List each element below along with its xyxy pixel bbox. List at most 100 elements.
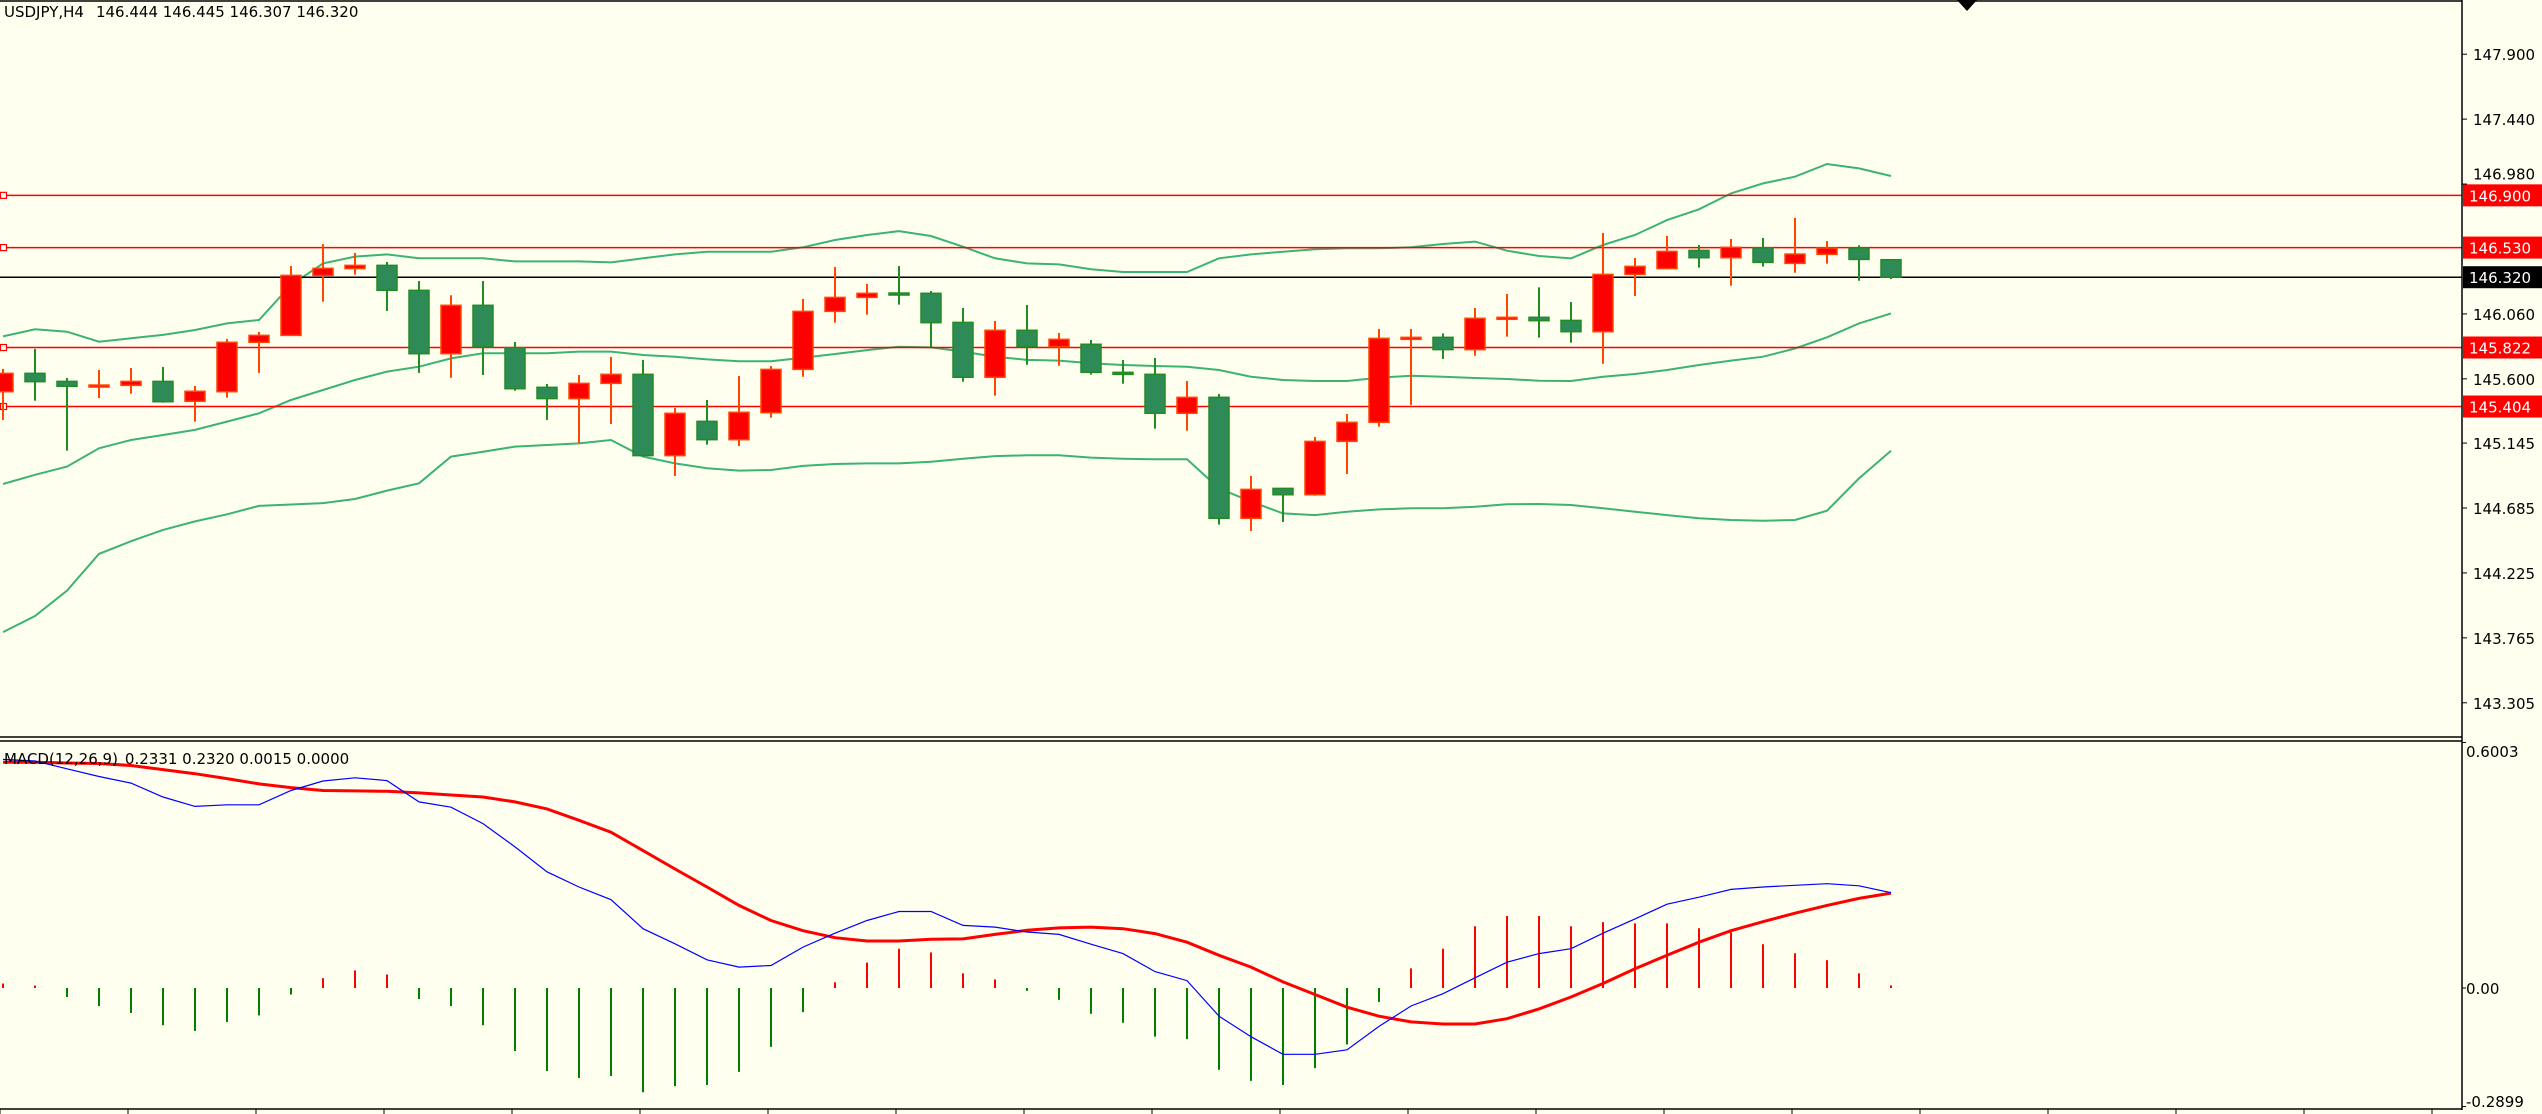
candle[interactable] [1176,380,1198,431]
price-tick-label: 146.980 [2473,165,2535,183]
candle[interactable] [152,366,174,403]
candle[interactable] [472,281,494,376]
candle[interactable] [728,376,750,447]
price-tick-label: 147.900 [2473,46,2535,64]
candle[interactable] [1080,340,1102,375]
candle[interactable] [408,281,430,373]
candle-body [856,292,878,299]
level-anchor-handle[interactable] [0,243,8,252]
candle[interactable] [632,359,654,457]
candle[interactable] [920,291,942,347]
candle[interactable] [952,307,974,382]
candle[interactable] [1848,245,1870,281]
candle-body [1304,440,1326,496]
candle[interactable] [1496,294,1518,337]
candle-body [1752,246,1774,264]
level-price-tag [2463,336,2542,359]
chart-shift-marker-icon[interactable] [1957,0,1977,11]
candle[interactable] [88,369,110,399]
candle[interactable] [1784,217,1806,273]
candle-body [408,289,430,355]
candle[interactable] [1112,359,1134,384]
level-price-label: 146.530 [2469,240,2531,258]
candle[interactable] [1560,302,1582,343]
macd-signal-line [3,760,1892,1026]
candle[interactable] [1368,329,1390,427]
bollinger-lower-band [2,438,1892,633]
price-pane[interactable] [0,162,2462,633]
candle[interactable] [984,320,1006,396]
candle-body [1240,488,1262,520]
candle[interactable] [0,368,14,420]
symbol-timeframe: USDJPY,H4 [4,3,84,21]
candle[interactable] [536,383,558,420]
candle[interactable] [856,283,878,315]
candle-body [216,341,238,393]
candle[interactable] [1336,413,1358,474]
candle[interactable] [56,377,78,451]
candle-body [760,368,782,414]
macd-main-line [2,758,1892,1055]
candle[interactable] [1304,436,1326,496]
candle[interactable] [1432,333,1454,359]
candle[interactable] [1720,238,1742,286]
candle[interactable] [1144,357,1166,429]
candle-body [1016,329,1038,348]
candle[interactable] [1272,487,1294,522]
level-anchor-handle[interactable] [0,191,8,199]
candle[interactable] [248,331,270,373]
candle[interactable] [792,298,814,377]
candle-body [1464,317,1486,351]
candle[interactable] [24,348,46,401]
candle-body [792,310,814,371]
candle[interactable] [280,266,302,337]
candle[interactable] [312,244,334,302]
candle-body [56,380,78,388]
candle[interactable] [1688,245,1710,268]
candle[interactable] [664,408,686,476]
candle[interactable] [1880,258,1902,280]
candle[interactable] [504,342,526,391]
candle[interactable] [1400,329,1422,405]
candle[interactable] [1048,332,1070,366]
candle[interactable] [1656,236,1678,270]
candle[interactable] [696,400,718,445]
candle[interactable] [1464,307,1486,356]
candle[interactable] [344,252,366,275]
candle-body [1496,316,1518,321]
candle[interactable] [440,295,462,378]
candle[interactable] [1752,237,1774,267]
candle[interactable] [600,356,622,425]
candle[interactable] [888,266,910,305]
candle[interactable] [568,375,590,444]
candle[interactable] [1240,475,1262,532]
candle-body [344,264,366,270]
candle-body [824,296,846,313]
level-price-label: 145.822 [2469,340,2531,358]
candle[interactable] [1624,258,1646,296]
candle[interactable] [1528,287,1550,338]
macd-pane[interactable] [2,758,1892,1093]
candle-body [568,382,590,400]
candle[interactable] [1208,393,1230,525]
candle-body [1400,336,1422,341]
candle[interactable] [120,367,142,394]
candle-body [1336,421,1358,443]
candle[interactable] [824,267,846,323]
level-anchor-handle[interactable] [0,343,8,352]
candle-body [600,373,622,385]
candle[interactable] [184,386,206,422]
candle[interactable] [216,339,238,398]
candle[interactable] [1592,233,1614,364]
level-price-tag [2463,184,2542,207]
candle-body [664,412,686,457]
ohlc-readout: 146.444 146.445 146.307 146.320 [96,3,358,21]
candle[interactable] [760,366,782,418]
candle-body [376,264,398,292]
candle[interactable] [1016,305,1038,365]
candle[interactable] [376,261,398,311]
price-tick-label: 143.305 [2473,695,2535,713]
candle[interactable] [1816,241,1838,264]
